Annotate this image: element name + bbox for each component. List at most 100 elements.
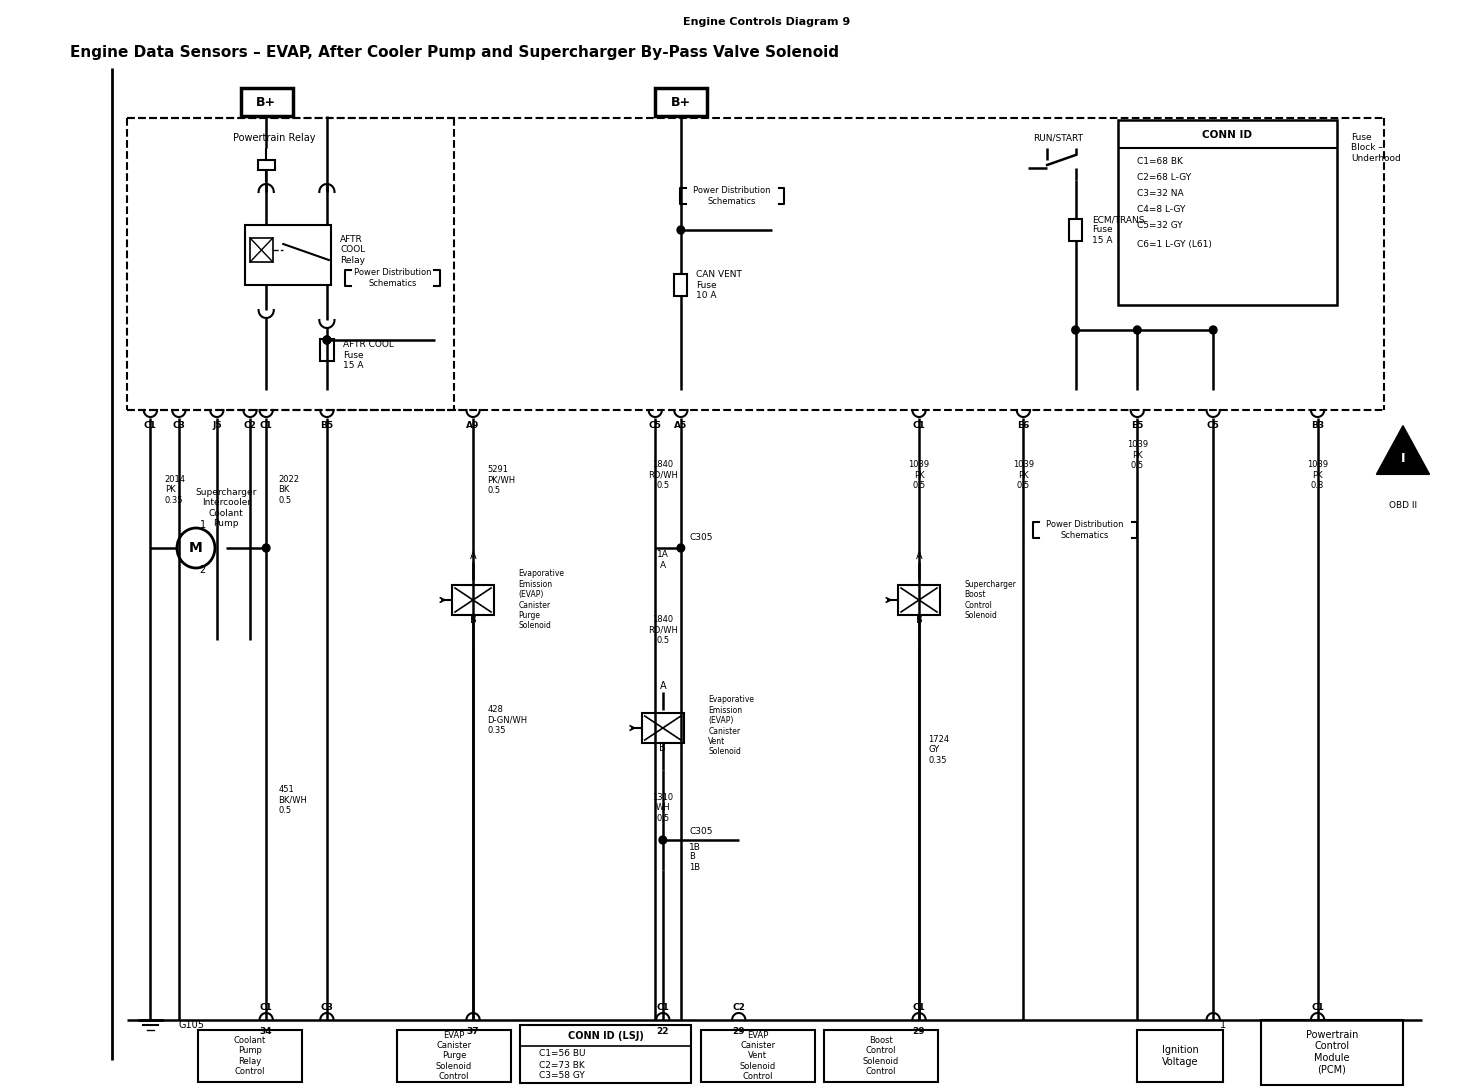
Polygon shape <box>1376 426 1429 474</box>
Text: J5: J5 <box>211 420 222 429</box>
Text: 2014
PK
0.35: 2014 PK 0.35 <box>165 475 185 505</box>
Circle shape <box>324 336 331 344</box>
Text: 2: 2 <box>200 565 206 575</box>
Bar <box>241 88 293 116</box>
Text: 1B: 1B <box>690 843 701 853</box>
Text: EVAP
Canister
Vent
Solenoid
Control: EVAP Canister Vent Solenoid Control <box>739 1031 776 1081</box>
Text: Supercharger
Intercooler
Coolant
Pump: Supercharger Intercooler Coolant Pump <box>195 488 257 529</box>
Text: 22: 22 <box>656 1028 669 1036</box>
Bar <box>674 274 688 296</box>
Text: C1=68 BK: C1=68 BK <box>1137 157 1182 166</box>
Bar <box>397 1030 510 1082</box>
Circle shape <box>1072 327 1079 334</box>
Bar <box>1261 1020 1403 1085</box>
Text: 1840
RD/WH
0.5: 1840 RD/WH 0.5 <box>647 460 678 490</box>
Bar <box>824 1030 937 1082</box>
Text: B3: B3 <box>1311 420 1324 429</box>
Bar <box>1069 219 1082 241</box>
Text: Coolant
Pump
Relay
Control: Coolant Pump Relay Control <box>233 1036 267 1076</box>
Bar <box>521 1025 691 1083</box>
Text: 29: 29 <box>913 1028 926 1036</box>
Text: Engine Data Sensors – EVAP, After Cooler Pump and Supercharger By-Pass Valve Sol: Engine Data Sensors – EVAP, After Cooler… <box>70 45 838 59</box>
Text: Power Distribution
Schematics: Power Distribution Schematics <box>354 269 432 287</box>
Bar <box>898 585 940 615</box>
Text: Powertrain Relay: Powertrain Relay <box>232 133 315 143</box>
Circle shape <box>324 336 331 344</box>
Text: 1310
WH
0.5: 1310 WH 0.5 <box>652 793 674 823</box>
Bar <box>249 238 273 262</box>
Text: C5: C5 <box>1207 420 1220 429</box>
Circle shape <box>677 544 685 551</box>
Text: C2=68 L-GY: C2=68 L-GY <box>1137 174 1191 182</box>
Text: Evaporative
Emission
(EVAP)
Canister
Vent
Solenoid: Evaporative Emission (EVAP) Canister Ven… <box>709 696 754 757</box>
Text: Powertrain
Control
Module
(PCM): Powertrain Control Module (PCM) <box>1305 1030 1357 1075</box>
Text: 1724
GY
0.35: 1724 GY 0.35 <box>929 735 949 764</box>
Bar <box>1118 120 1337 305</box>
Text: 1039
PK
0.8: 1039 PK 0.8 <box>1306 460 1328 490</box>
Text: C1: C1 <box>260 420 273 429</box>
Text: AFTR
COOL
Relay: AFTR COOL Relay <box>340 235 366 265</box>
Text: A: A <box>659 681 666 691</box>
Text: B: B <box>469 615 477 625</box>
Bar <box>258 161 274 170</box>
Text: OBD II: OBD II <box>1389 500 1417 510</box>
Text: Supercharger
Boost
Control
Solenoid: Supercharger Boost Control Solenoid <box>965 580 1016 620</box>
Bar <box>701 1030 815 1082</box>
Circle shape <box>1209 327 1217 334</box>
Text: E6: E6 <box>1018 420 1029 429</box>
Text: A: A <box>916 551 923 561</box>
Text: Engine Controls Diagram 9: Engine Controls Diagram 9 <box>682 17 850 27</box>
Text: C1=56 BU: C1=56 BU <box>539 1049 586 1058</box>
Text: C3: C3 <box>172 420 185 429</box>
Text: B: B <box>916 615 923 625</box>
Text: Power Distribution
Schematics: Power Distribution Schematics <box>1047 520 1124 539</box>
Text: 1039
PK
0.5: 1039 PK 0.5 <box>908 460 930 490</box>
Text: C1: C1 <box>260 1004 273 1012</box>
Text: C2=73 BK: C2=73 BK <box>539 1060 585 1069</box>
Text: B: B <box>659 743 666 753</box>
Text: M: M <box>190 541 203 555</box>
Text: AFTR COOL
Fuse
15 A: AFTR COOL Fuse 15 A <box>343 340 394 370</box>
Circle shape <box>1133 327 1142 334</box>
Text: C4=8 L-GY: C4=8 L-GY <box>1137 205 1185 214</box>
Text: CAN VENT
Fuse
10 A: CAN VENT Fuse 10 A <box>695 270 742 300</box>
Bar <box>452 585 494 615</box>
Text: 1A
A: 1A A <box>658 550 669 570</box>
Text: I: I <box>1401 451 1406 464</box>
Text: 1840
RD/WH
0.5: 1840 RD/WH 0.5 <box>647 615 678 645</box>
Text: C5=32 GY: C5=32 GY <box>1137 222 1182 230</box>
Text: 2022
BK
0.5: 2022 BK 0.5 <box>278 475 299 505</box>
Text: B+: B+ <box>671 95 691 108</box>
Circle shape <box>659 836 666 844</box>
Text: A5: A5 <box>674 420 688 429</box>
Text: C6=1 L-GY (L61): C6=1 L-GY (L61) <box>1137 239 1212 249</box>
Text: C1: C1 <box>144 420 157 429</box>
Text: CONN ID: CONN ID <box>1203 130 1252 140</box>
Text: Fuse
Block –
Underhood: Fuse Block – Underhood <box>1350 133 1401 163</box>
Text: 37: 37 <box>467 1028 480 1036</box>
Text: C305: C305 <box>690 828 713 836</box>
Bar <box>245 225 331 285</box>
Text: CONN ID (LSJ): CONN ID (LSJ) <box>569 1031 644 1041</box>
Bar <box>655 88 707 116</box>
Text: B+: B+ <box>257 95 276 108</box>
Text: Ignition
Voltage: Ignition Voltage <box>1162 1045 1198 1067</box>
Text: C1: C1 <box>913 420 926 429</box>
Text: ECM/TRANS
Fuse
15 A: ECM/TRANS Fuse 15 A <box>1092 215 1145 245</box>
Text: EVAP
Canister
Purge
Solenoid
Control: EVAP Canister Purge Solenoid Control <box>436 1031 472 1081</box>
Text: C1: C1 <box>1311 1004 1324 1012</box>
Text: C3: C3 <box>321 1004 334 1012</box>
Text: B
1B: B 1B <box>690 852 700 871</box>
Text: 1039
PK
0.5: 1039 PK 0.5 <box>1013 460 1034 490</box>
Text: A: A <box>469 551 477 561</box>
Text: C1: C1 <box>913 1004 926 1012</box>
Text: Boost
Control
Solenoid
Control: Boost Control Solenoid Control <box>863 1036 900 1076</box>
Text: Power Distribution
Schematics: Power Distribution Schematics <box>694 187 771 205</box>
Bar <box>198 1030 302 1082</box>
Text: 428
D-GN/WH
0.35: 428 D-GN/WH 0.35 <box>487 705 528 735</box>
Text: RUN/START: RUN/START <box>1032 133 1083 142</box>
Text: C3=58 GY: C3=58 GY <box>539 1071 585 1080</box>
Text: 1039
PK
0.5: 1039 PK 0.5 <box>1127 440 1147 470</box>
Text: B5: B5 <box>321 420 334 429</box>
Text: C1: C1 <box>656 1004 669 1012</box>
